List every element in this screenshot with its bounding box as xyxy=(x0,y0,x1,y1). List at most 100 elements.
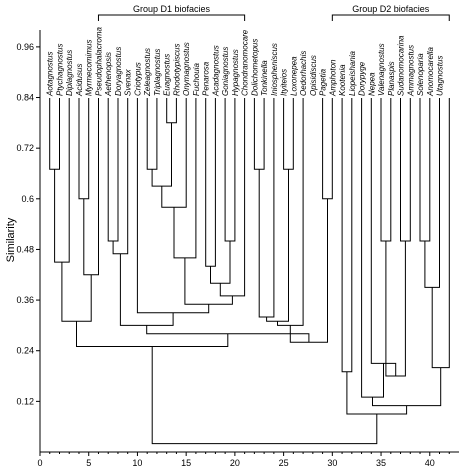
dendrogram-branch xyxy=(205,98,216,267)
dendrogram-branch xyxy=(277,98,304,326)
y-tick-label: 0.36 xyxy=(16,295,34,305)
taxon-label: Acadagnostus xyxy=(211,45,220,97)
group-brackets: Group D1 biofacies Group D2 biofacies xyxy=(97,4,450,21)
taxon-label: Onymagnostus xyxy=(182,42,191,96)
dendrogram-branch xyxy=(431,98,450,369)
taxon-label: Aotagnostus xyxy=(46,52,55,97)
dendrogram-branch xyxy=(424,98,440,288)
taxon-label: Solenoparia xyxy=(416,53,425,96)
dendrogram-branch xyxy=(107,98,119,242)
dendrogram-branch xyxy=(210,241,231,284)
group-bracket xyxy=(331,14,450,21)
dendrogram-branch xyxy=(61,262,92,322)
dendrogram-branch xyxy=(370,98,397,376)
dendrogram-branch xyxy=(341,98,353,373)
dendrogram-branch xyxy=(361,98,384,398)
taxon-labels: Aotagnostus Ptychagnostus Diplagnostus Acid… xyxy=(46,27,445,97)
dendrogram-branch xyxy=(151,346,378,445)
x-axis-ticks: 0 5 10 15 20 25 30 35 40 xyxy=(37,452,450,468)
x-tick-label: 40 xyxy=(425,458,435,468)
dendrogram-branch xyxy=(83,98,99,276)
y-tick-label: 0.6 xyxy=(21,194,34,204)
taxon-label: Utagnostus xyxy=(436,56,445,96)
taxon-label: Triplagnostus xyxy=(153,49,162,96)
taxon-label: Diplagnostus xyxy=(65,50,74,96)
dendrogram-branch xyxy=(219,98,246,297)
x-tick-label: 35 xyxy=(376,458,386,468)
taxon-label: Amphoton xyxy=(328,59,337,97)
dendrogram-branch xyxy=(146,98,158,170)
dendrogram-branch xyxy=(184,257,233,305)
y-tick-label: 0.84 xyxy=(16,93,34,103)
taxon-label: Chondranomocare xyxy=(241,29,250,96)
dendrogram-branch xyxy=(289,198,328,343)
dendrogram-branch xyxy=(258,98,275,318)
taxon-label: Penarosa xyxy=(202,61,211,96)
group-label: Group D1 biofacies xyxy=(133,4,211,14)
x-tick-label: 10 xyxy=(132,458,142,468)
taxon-label: Ammagnostus xyxy=(406,45,415,97)
taxon-label: Goniagnostus xyxy=(221,47,230,96)
dendrogram-branch xyxy=(266,169,289,322)
x-tick-label: 0 xyxy=(37,458,42,468)
taxon-label: Planaspis xyxy=(387,61,396,96)
taxon-label: Kootenia xyxy=(338,64,347,96)
taxon-label: Criotypus xyxy=(133,62,142,96)
taxon-label: Valenagnostus xyxy=(377,43,386,96)
taxon-label: Iniospheniscus xyxy=(270,43,279,96)
dendrogram-branch xyxy=(253,98,265,170)
dendrogram-branch xyxy=(112,98,129,255)
taxon-label: Svenax xyxy=(124,68,133,96)
taxon-label: Anomocarella xyxy=(426,47,435,97)
y-tick-label: 0.72 xyxy=(16,143,34,153)
taxon-label: Fuchouia xyxy=(192,63,201,96)
taxon-label: Pagetia xyxy=(319,68,328,96)
y-tick-label: 0.48 xyxy=(16,244,34,254)
dendrogram-branch xyxy=(49,98,60,170)
dendrogram-branch xyxy=(385,241,406,377)
taxon-label: Tonkinella xyxy=(260,60,269,96)
y-tick-label: 0.96 xyxy=(16,42,34,52)
taxon-label: Ptychagnostus xyxy=(56,44,65,96)
dendrogram-branch xyxy=(224,98,236,242)
taxon-label: Dorypyge xyxy=(358,61,367,96)
taxon-label: Ityiteios xyxy=(280,69,289,96)
y-axis-label: Similarity xyxy=(5,217,17,262)
dendrogram-branch xyxy=(322,98,333,200)
taxon-label: Loxonepea xyxy=(289,56,298,96)
taxon-label: Liopeishania xyxy=(348,51,357,96)
taxon-label: Oedorhachis xyxy=(299,51,308,96)
dendrogram-branches xyxy=(49,98,450,445)
taxon-label: Rhodotypiscus xyxy=(172,44,181,96)
dendrogram-branch xyxy=(161,98,187,208)
taxon-label: Euagnostus xyxy=(163,54,172,96)
taxon-label: Pseudophalacroma xyxy=(95,27,104,96)
taxon-label: Acidusus xyxy=(75,64,84,97)
dendrogram-branch xyxy=(400,98,411,242)
axes xyxy=(39,30,459,453)
dendrogram-branch xyxy=(419,98,431,242)
taxon-label: Zeleagnostus xyxy=(143,48,152,97)
group-bracket xyxy=(97,14,246,21)
x-tick-label: 20 xyxy=(230,458,240,468)
x-tick-label: 15 xyxy=(181,458,191,468)
taxon-label: Myrmecomimus xyxy=(85,40,94,96)
taxon-label: Hypagnostus xyxy=(231,49,240,96)
taxon-label: Aethenopsis xyxy=(104,52,113,97)
taxon-label: Doryagnostus xyxy=(114,47,123,96)
dendrogram-branch xyxy=(151,122,172,187)
x-tick-label: 5 xyxy=(86,458,91,468)
y-tick-label: 0.24 xyxy=(16,346,34,356)
dendrogram-branch xyxy=(173,98,197,259)
dendrogram-branch xyxy=(54,98,70,263)
dendrogram-branch xyxy=(380,98,392,242)
dendrogram-branch xyxy=(166,98,177,124)
dendrogram-branch xyxy=(78,98,90,200)
taxon-label: Sudanomocarina xyxy=(397,35,406,96)
group-label: Group D2 biofacies xyxy=(352,4,430,14)
x-tick-label: 25 xyxy=(279,458,289,468)
y-tick-label: 0.12 xyxy=(16,396,34,406)
dendrogram-branch xyxy=(346,371,408,415)
dendrogram-branch xyxy=(119,253,174,326)
